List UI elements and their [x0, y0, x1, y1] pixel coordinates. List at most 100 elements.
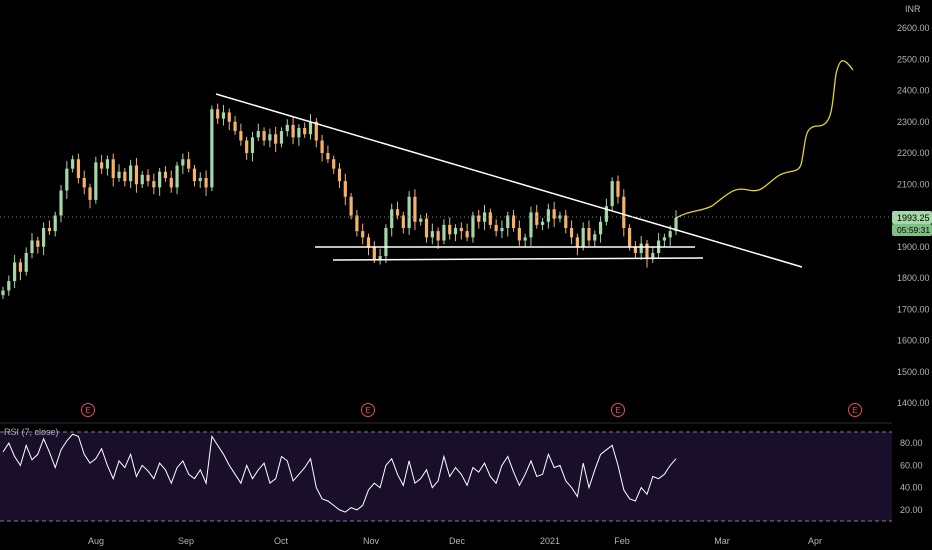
earnings-letter: E	[852, 406, 857, 415]
candle-body	[134, 165, 139, 185]
descending-trendline[interactable]	[215, 93, 803, 268]
rsi-line	[2, 433, 677, 513]
candle-body	[361, 231, 365, 238]
rsi-pane	[0, 422, 892, 522]
candle-body	[111, 159, 115, 178]
rsi-title: RSI (7, close)	[4, 427, 59, 437]
candle-body	[1, 290, 5, 296]
earnings-marker[interactable]: E	[361, 403, 375, 417]
candle-body	[535, 212, 539, 225]
candle-body	[337, 168, 342, 182]
candle-body	[256, 131, 260, 138]
candle-body	[401, 215, 405, 228]
candle-body	[593, 234, 597, 241]
candle-body	[140, 174, 144, 185]
candle-body	[610, 181, 614, 207]
candle-body	[552, 209, 556, 219]
price-tick-label: 2200.00	[897, 148, 930, 158]
candle-body	[233, 121, 237, 132]
candle-body	[187, 159, 191, 169]
price-tick-label: 1400.00	[897, 398, 930, 408]
candle-body	[82, 178, 86, 188]
candle-body	[24, 253, 28, 272]
price-axis[interactable]: 2600.00 2500.00 2400.00 2300.00 2200.00 2100.…	[897, 23, 930, 515]
earnings-marker[interactable]: E	[848, 403, 862, 417]
candle-body	[523, 237, 527, 241]
candle-body	[163, 171, 168, 178]
candle-body	[500, 228, 504, 232]
candle-body	[448, 224, 452, 235]
time-tick-label: Dec	[449, 536, 466, 546]
candle-body	[442, 224, 446, 241]
candle-body	[465, 231, 469, 238]
candle-body	[616, 181, 620, 197]
price-tick-label: 1900.00	[897, 242, 930, 252]
candle-body	[71, 159, 75, 169]
candle-body	[100, 162, 104, 169]
candle-body	[471, 215, 475, 238]
candle-body	[297, 128, 301, 138]
price-tick-label: 1800.00	[897, 273, 930, 283]
earnings-marker[interactable]: E	[611, 403, 625, 417]
time-tick-label: 2021	[540, 536, 560, 546]
rsi-band-fill	[0, 432, 892, 521]
candle-body	[419, 218, 423, 222]
candle-body	[575, 237, 579, 247]
last-price-label: 1993.25	[897, 213, 930, 223]
candle-body	[30, 240, 34, 253]
candle-body	[598, 221, 603, 235]
price-tick-label: 2500.00	[897, 54, 930, 64]
earnings-letter: E	[615, 406, 620, 415]
candle-body	[436, 231, 440, 241]
candle-body	[517, 228, 521, 241]
currency-label: INR	[905, 4, 921, 14]
earnings-marker[interactable]: E	[81, 403, 95, 417]
candle-body	[662, 237, 666, 241]
projection-path[interactable]	[675, 60, 854, 219]
price-tick-label: 1600.00	[897, 336, 930, 346]
candle-body	[65, 168, 69, 191]
countdown-tag: 05:59:31	[892, 224, 932, 236]
rsi-tick-label: 40.00	[900, 483, 923, 493]
earnings-circle	[81, 403, 95, 417]
time-axis[interactable]: Aug Sep Oct Nov Dec 2021 Feb Mar Apr	[88, 536, 822, 546]
candle-body	[42, 228, 46, 247]
support-line-lower[interactable]	[332, 257, 704, 261]
candle-body	[129, 165, 133, 182]
candle-body	[395, 209, 400, 216]
candle-body	[59, 190, 63, 216]
candle-body	[390, 209, 394, 228]
candle-body	[204, 178, 208, 188]
candle-body	[285, 124, 289, 132]
candle-body	[169, 178, 173, 188]
candle-body	[430, 231, 434, 238]
rsi-tick-label: 60.00	[900, 460, 923, 470]
price-tick-label: 2400.00	[897, 86, 930, 96]
candle-body	[587, 228, 591, 241]
candle-body	[192, 168, 197, 182]
candle-body	[668, 231, 672, 238]
candle-body	[175, 165, 179, 188]
rsi-tick-label: 80.00	[900, 438, 923, 448]
candle-body	[308, 121, 313, 135]
earnings-letter: E	[85, 406, 90, 415]
candle-body	[343, 181, 347, 197]
candle-body	[250, 137, 255, 153]
candle-body	[245, 140, 249, 153]
candle-body	[18, 262, 23, 272]
candle-body	[372, 246, 376, 260]
candle-body	[262, 131, 266, 141]
candle-body	[651, 253, 655, 260]
candlesticks	[1, 103, 678, 299]
candle-body	[645, 243, 649, 260]
candle-body	[239, 131, 243, 141]
last-price-tag: 1993.25	[892, 211, 932, 224]
candle-body	[227, 112, 231, 122]
candle-body	[326, 153, 330, 160]
drawings	[0, 60, 892, 268]
candle-body	[76, 159, 81, 178]
earnings-circle	[611, 403, 625, 417]
earnings-letter: E	[365, 406, 370, 415]
time-tick-label: Feb	[614, 536, 630, 546]
